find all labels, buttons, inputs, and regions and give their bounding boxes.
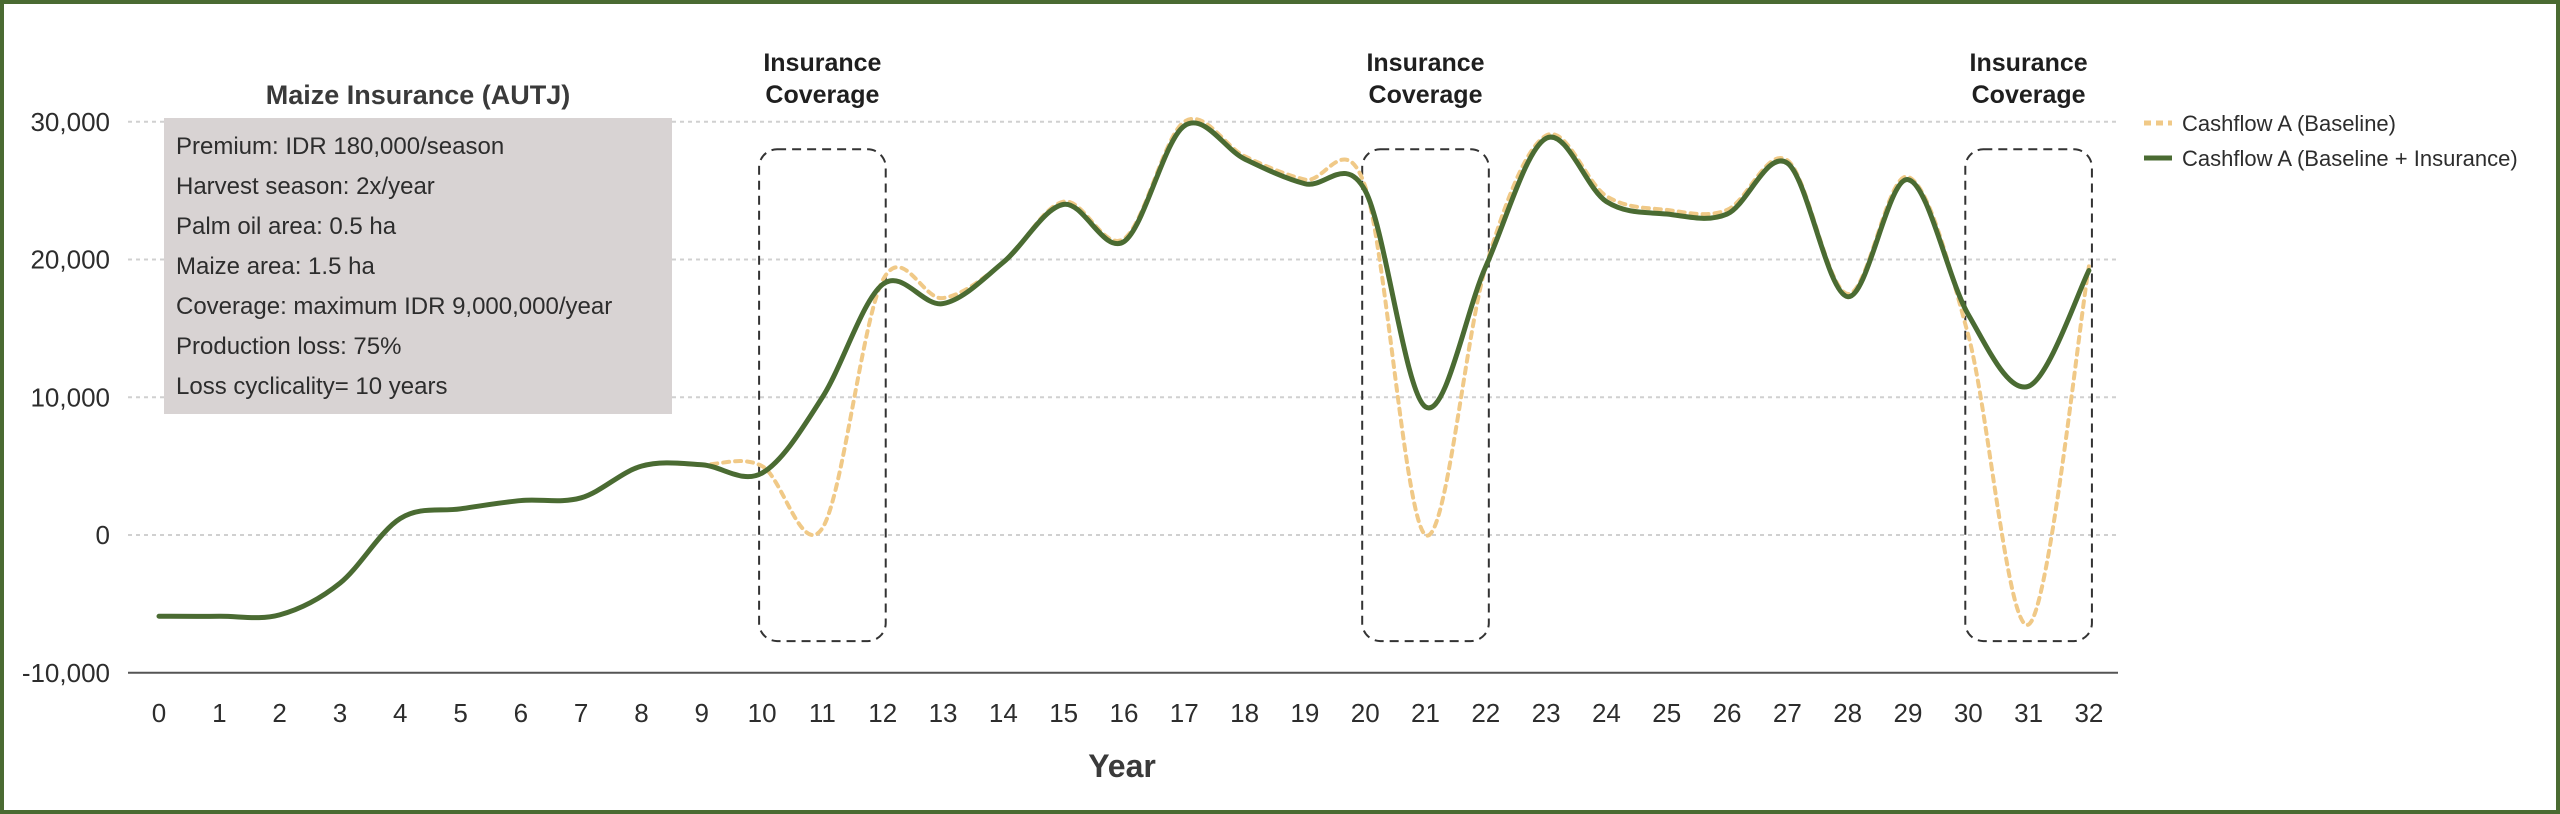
info-box-line: Maize area: 1.5 ha bbox=[176, 253, 375, 280]
x-tick-label: 28 bbox=[1833, 698, 1862, 728]
x-tick-label: 26 bbox=[1713, 698, 1742, 728]
y-tick-label: 10,000 bbox=[30, 382, 110, 412]
info-box-line: Coverage: maximum IDR 9,000,000/year bbox=[176, 293, 612, 320]
legend: Cashflow A (Baseline) Cashflow A (Baseli… bbox=[2144, 111, 2518, 171]
x-tick-label: 10 bbox=[748, 698, 777, 728]
x-tick-label: 9 bbox=[695, 698, 709, 728]
coverage-label: Insurance Coverage bbox=[1970, 49, 2088, 109]
info-box-title: Maize Insurance (AUTJ) bbox=[266, 80, 571, 110]
x-tick-label: 30 bbox=[1954, 698, 1983, 728]
info-box-background bbox=[164, 118, 672, 414]
x-tick-label: 1 bbox=[212, 698, 226, 728]
x-tick-label: 18 bbox=[1230, 698, 1259, 728]
info-box-line: Loss cyclicality= 10 years bbox=[176, 373, 447, 400]
x-tick-label: 17 bbox=[1170, 698, 1199, 728]
legend-label-insurance: Cashflow A (Baseline + Insurance) bbox=[2182, 146, 2518, 171]
coverage-box bbox=[758, 148, 887, 643]
x-tick-label: 32 bbox=[2074, 698, 2103, 728]
x-tick-label: 25 bbox=[1652, 698, 1681, 728]
x-tick-label: 21 bbox=[1411, 698, 1440, 728]
info-box-line: Production loss: 75% bbox=[176, 333, 401, 360]
series-lines bbox=[156, 117, 2092, 627]
y-tick-label: 0 bbox=[96, 520, 110, 550]
x-tick-label: 11 bbox=[809, 698, 836, 728]
coverage-box bbox=[1361, 148, 1490, 643]
info-box-line: Harvest season: 2x/year bbox=[176, 173, 435, 200]
x-tick-label: 0 bbox=[152, 698, 166, 728]
x-tick-label: 22 bbox=[1471, 698, 1500, 728]
x-tick-label: 2 bbox=[272, 698, 286, 728]
legend-item-insurance: Cashflow A (Baseline + Insurance) bbox=[2144, 146, 2518, 171]
x-tick-label: 27 bbox=[1773, 698, 1802, 728]
y-tick-label: -10,000 bbox=[22, 658, 110, 688]
coverage-label: Insurance Coverage bbox=[1366, 49, 1484, 109]
x-tick-label: 3 bbox=[333, 698, 347, 728]
info-box-lines: Premium: IDR 180,000/season Harvest seaso… bbox=[176, 133, 612, 400]
x-tick-label: 19 bbox=[1290, 698, 1319, 728]
info-box-line: Palm oil area: 0.5 ha bbox=[176, 213, 397, 240]
x-tick-label: 29 bbox=[1894, 698, 1923, 728]
x-tick-label: 23 bbox=[1532, 698, 1561, 728]
x-tick-label: 5 bbox=[453, 698, 467, 728]
y-tick-label: 30,000 bbox=[30, 107, 110, 137]
legend-label-baseline: Cashflow A (Baseline) bbox=[2182, 111, 2396, 136]
x-tick-label: 6 bbox=[514, 698, 528, 728]
x-tick-label: 4 bbox=[393, 698, 407, 728]
x-tick-label: 12 bbox=[868, 698, 897, 728]
info-box-line: Premium: IDR 180,000/season bbox=[176, 133, 504, 160]
legend-item-baseline: Cashflow A (Baseline) bbox=[2144, 111, 2396, 136]
x-tick-label: 15 bbox=[1049, 698, 1078, 728]
x-tick-label: 13 bbox=[929, 698, 958, 728]
coverage-box bbox=[1964, 148, 2093, 643]
coverage-windows: Insurance Coverage Insurance Coverage Insura… bbox=[758, 49, 2093, 643]
x-tick-label: 16 bbox=[1109, 698, 1138, 728]
x-tick-label: 31 bbox=[2014, 698, 2043, 728]
x-tick-label: 7 bbox=[574, 698, 588, 728]
x-tick-label: 20 bbox=[1351, 698, 1380, 728]
x-axis-title: Year bbox=[1088, 748, 1156, 784]
series-line-insurance bbox=[156, 120, 2092, 621]
coverage-label: Insurance Coverage bbox=[763, 49, 881, 109]
info-box: Maize Insurance (AUTJ) Premium: IDR 180,… bbox=[164, 80, 672, 414]
x-tick-label: 24 bbox=[1592, 698, 1621, 728]
x-tick-label: 8 bbox=[634, 698, 648, 728]
x-tick-label: 14 bbox=[989, 698, 1018, 728]
y-tick-label: 20,000 bbox=[30, 245, 110, 275]
